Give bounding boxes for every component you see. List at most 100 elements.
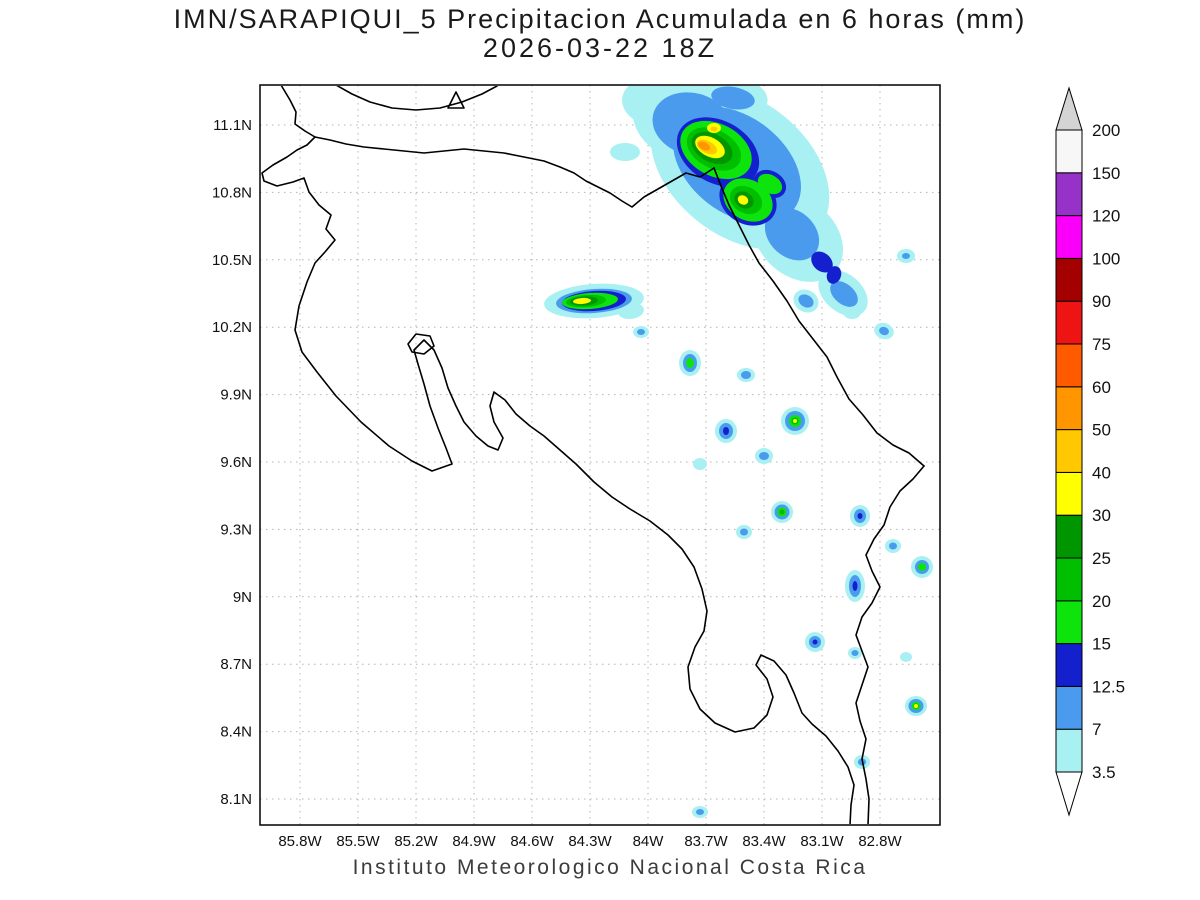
precip-cell <box>879 326 889 336</box>
colorbar-segment <box>1055 386 1083 431</box>
colorbar-tick-label: 200 <box>1092 121 1120 140</box>
lat-tick-label: 10.2N <box>212 319 252 336</box>
precip-cell <box>757 173 783 195</box>
precip-cell <box>798 294 814 308</box>
lon-tick-label: 85.2W <box>394 833 438 850</box>
colorbar-tick-label: 12.5 <box>1092 677 1125 696</box>
precip-cell <box>889 542 897 550</box>
colorbar-tick-label: 3.5 <box>1092 763 1116 782</box>
border-panama <box>855 465 925 824</box>
precip-cell <box>740 528 748 536</box>
precip-cell <box>918 563 926 571</box>
lat-tick-label: 9.3N <box>220 521 252 538</box>
precip-cell <box>618 302 644 320</box>
precip-cell <box>737 195 749 205</box>
lake-nicaragua-shore <box>336 86 498 111</box>
precip-cell <box>857 513 863 519</box>
lon-tick-label: 84W <box>633 833 665 850</box>
lat-tick-label: 10.5N <box>212 252 252 269</box>
lake-island <box>447 91 465 109</box>
colorbar-tick-label: 75 <box>1092 335 1111 354</box>
colorbar-segment <box>1055 172 1083 217</box>
precip-cell <box>900 652 912 662</box>
lon-tick-label: 82.8W <box>858 833 902 850</box>
lat-tick-label: 10.8N <box>212 184 252 201</box>
coastline-pacific <box>261 86 855 824</box>
colorbar-segment <box>1055 557 1083 602</box>
lat-tick-label: 8.7N <box>220 656 252 673</box>
colorbar-segment <box>1055 728 1083 773</box>
colorbar-segment <box>1055 343 1083 388</box>
precip-cell <box>610 143 640 161</box>
precip-cell <box>811 251 833 273</box>
lat-tick-label: 9.9N <box>220 387 252 404</box>
lon-tick-label: 85.8W <box>278 833 322 850</box>
precip-cell <box>851 650 859 656</box>
precip-cell <box>826 266 842 284</box>
coastline-caribbean <box>713 167 925 467</box>
border-nicaragua <box>314 136 715 208</box>
colorbar-arrow-below-min <box>1055 771 1083 817</box>
precip-cell <box>843 305 861 319</box>
isla-chira <box>407 333 435 355</box>
colorbar-segment <box>1055 129 1083 174</box>
map-frame <box>259 84 941 826</box>
precip-cell <box>696 809 704 815</box>
precipitation-shading <box>544 86 933 818</box>
colorbar-segment <box>1055 215 1083 259</box>
precip-cell <box>697 141 711 151</box>
precip-cell <box>793 419 797 423</box>
precip-cell <box>693 458 707 470</box>
precip-cell <box>902 253 910 259</box>
colorbar-arrow-above-max <box>1055 86 1083 131</box>
colorbar-tick-label: 40 <box>1092 463 1111 482</box>
footer-caption: Instituto Meteorologico Nacional Costa R… <box>352 856 868 879</box>
colorbar-tick-label: 30 <box>1092 506 1111 525</box>
colorbar-tick-label: 120 <box>1092 207 1120 226</box>
colorbar-segment <box>1055 685 1083 730</box>
lat-tick-label: 8.1N <box>220 791 252 808</box>
lon-tick-label: 84.6W <box>510 833 554 850</box>
colorbar-tick-label: 60 <box>1092 378 1111 397</box>
lon-tick-label: 83.4W <box>742 833 786 850</box>
colorbar-segment <box>1055 471 1083 516</box>
map-title: IMN/SARAPIQUI_5 Precipitacion Acumulada … <box>173 4 1027 34</box>
lat-tick-label: 9.6N <box>220 454 252 471</box>
longitude-axis-labels: 85.8W 85.5W 85.2W 84.9W 84.6W 84.3W 84W 83.7W 83… <box>278 833 902 850</box>
costa-rica-coastline <box>261 86 925 824</box>
precip-cell <box>741 371 751 379</box>
lat-tick-label: 8.4N <box>220 724 252 741</box>
colorbar-segment <box>1055 514 1083 559</box>
colorbar-segment <box>1055 300 1083 345</box>
precip-cell <box>759 452 769 460</box>
map-valid-time: 2026-03-22 18Z <box>482 33 718 63</box>
colorbar-tick-label: 100 <box>1092 249 1120 268</box>
grid-lines <box>260 85 940 825</box>
colorbar-segment <box>1055 429 1083 473</box>
colorbar-tick-label: 20 <box>1092 592 1111 611</box>
colorbar-segment <box>1055 257 1083 302</box>
precip-cell <box>812 639 818 645</box>
precip-cell <box>830 281 858 307</box>
precip-cell <box>914 704 918 708</box>
lat-tick-label: 9N <box>233 589 252 606</box>
lon-tick-label: 84.9W <box>452 833 496 850</box>
lon-tick-label: 85.5W <box>336 833 380 850</box>
lon-tick-label: 84.3W <box>568 833 612 850</box>
lat-tick-label: 11.1N <box>213 117 252 134</box>
colorbar-tick-label: 90 <box>1092 292 1111 311</box>
precip-cell <box>779 509 785 515</box>
precip-cell <box>573 297 591 305</box>
colorbar-segment <box>1055 600 1083 645</box>
colorbar-tick-label: 50 <box>1092 421 1111 440</box>
precip-cell <box>852 581 858 591</box>
precip-cell <box>711 86 755 110</box>
colorbar-segment <box>1055 643 1083 687</box>
precip-cell <box>764 207 820 261</box>
latitude-axis-labels: 11.1N 10.8N 10.5N 10.2N 9.9N 9.6N 9.3N 9N 8.7N 8.… <box>212 117 252 808</box>
colorbar-tick-label: 15 <box>1092 635 1111 654</box>
precip-cell <box>710 126 718 132</box>
lon-tick-label: 83.1W <box>800 833 844 850</box>
